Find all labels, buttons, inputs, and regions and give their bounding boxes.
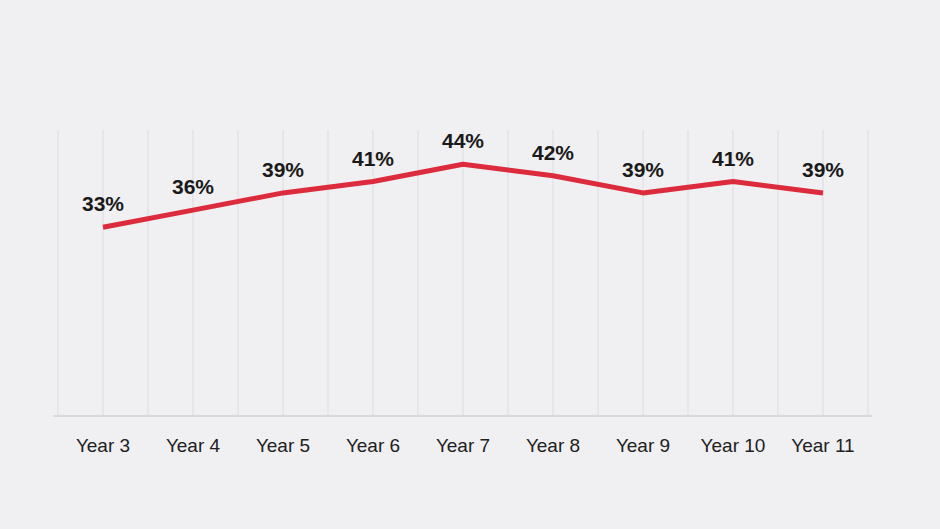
x-axis-tick-label: Year 6	[346, 435, 400, 456]
x-axis-tick-label: Year 8	[526, 435, 580, 456]
x-axis-tick-label: Year 11	[791, 435, 854, 456]
value-label: 36%	[172, 175, 214, 198]
value-label: 39%	[262, 158, 304, 181]
x-axis-tick-label: Year 10	[701, 435, 766, 456]
x-axis-tick-label: Year 9	[616, 435, 670, 456]
x-axis-tick-label: Year 4	[166, 435, 221, 456]
x-axis-tick-label: Year 3	[76, 435, 130, 456]
chart-canvas: 33% 36% 39% 41% 44% 42% 39% 41% 39% Year 3 Year 4 Y…	[0, 0, 940, 529]
value-label: 41%	[352, 147, 394, 170]
value-label: 39%	[802, 158, 844, 181]
value-label: 41%	[712, 147, 754, 170]
value-label: 44%	[442, 129, 484, 152]
line-chart: 33% 36% 39% 41% 44% 42% 39% 41% 39% Year 3 Year 4 Y…	[0, 0, 940, 529]
x-axis-tick-label: Year 5	[256, 435, 310, 456]
value-label: 42%	[532, 141, 574, 164]
x-axis-tick-label: Year 7	[436, 435, 490, 456]
value-label: 39%	[622, 158, 664, 181]
value-label: 33%	[82, 192, 124, 215]
